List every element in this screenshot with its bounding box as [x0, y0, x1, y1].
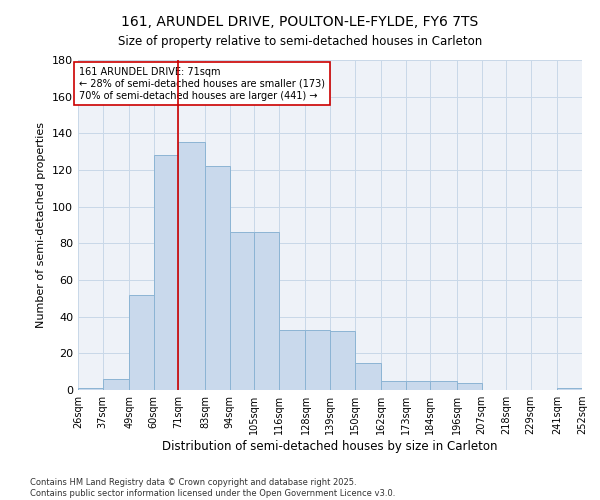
- Bar: [230, 232, 254, 390]
- Bar: [305, 330, 330, 390]
- Bar: [406, 381, 430, 390]
- Bar: [154, 156, 178, 390]
- Bar: [557, 388, 582, 390]
- Bar: [355, 362, 381, 390]
- Bar: [78, 388, 103, 390]
- Text: 161 ARUNDEL DRIVE: 71sqm
← 28% of semi-detached houses are smaller (173)
70% of : 161 ARUNDEL DRIVE: 71sqm ← 28% of semi-d…: [79, 68, 325, 100]
- Bar: [330, 332, 355, 390]
- Y-axis label: Number of semi-detached properties: Number of semi-detached properties: [37, 122, 46, 328]
- Bar: [103, 379, 129, 390]
- Bar: [178, 142, 205, 390]
- Bar: [279, 330, 305, 390]
- Bar: [381, 381, 406, 390]
- Text: Size of property relative to semi-detached houses in Carleton: Size of property relative to semi-detach…: [118, 35, 482, 48]
- Bar: [430, 381, 457, 390]
- Text: 161, ARUNDEL DRIVE, POULTON-LE-FYLDE, FY6 7TS: 161, ARUNDEL DRIVE, POULTON-LE-FYLDE, FY…: [121, 15, 479, 29]
- X-axis label: Distribution of semi-detached houses by size in Carleton: Distribution of semi-detached houses by …: [162, 440, 498, 453]
- Bar: [205, 166, 230, 390]
- Bar: [129, 294, 154, 390]
- Bar: [457, 382, 482, 390]
- Bar: [254, 232, 279, 390]
- Text: Contains HM Land Registry data © Crown copyright and database right 2025.
Contai: Contains HM Land Registry data © Crown c…: [30, 478, 395, 498]
